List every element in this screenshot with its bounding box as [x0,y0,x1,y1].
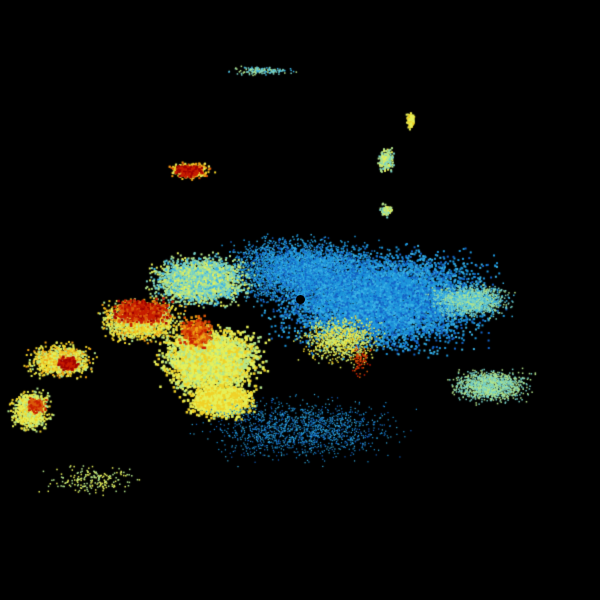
radar-site-marker [296,295,305,304]
